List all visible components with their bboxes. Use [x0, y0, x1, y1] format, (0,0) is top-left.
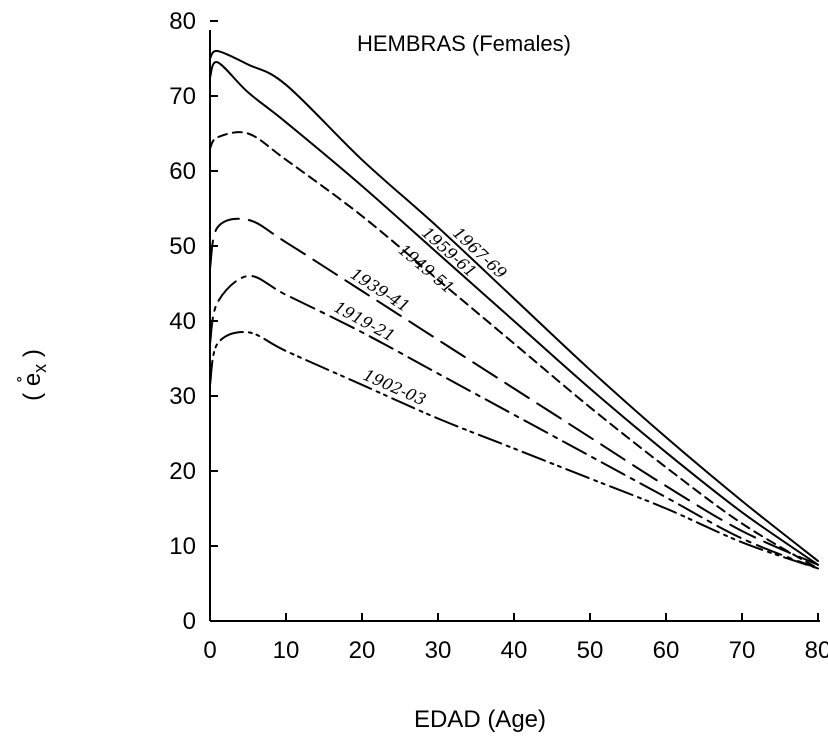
x-axis-title: EDAD (Age)	[414, 706, 546, 733]
x-tick-label: 20	[349, 637, 376, 664]
y-tick-label: 0	[183, 608, 196, 635]
y-tick-label: 50	[169, 233, 196, 260]
axis-ticks: 0 10 20 30 40 50 60 70 80 0 10 20 30 40 50 60 70 80	[169, 8, 828, 664]
series-line-1959-61	[209, 61, 819, 566]
series-line-1967-69	[209, 49, 819, 562]
x-tick-label: 60	[653, 637, 680, 664]
y-axis-title: ( e̊x )	[17, 349, 50, 401]
y-tick-label: 20	[169, 458, 196, 485]
y-tick-label: 10	[169, 533, 196, 560]
series-labels: 1967-691959-611949-511939-411919-211902-…	[331, 223, 511, 410]
y-tick-label: 60	[169, 158, 196, 185]
series-line-1919-21	[209, 274, 819, 570]
x-tick-label: 50	[577, 637, 604, 664]
y-tick-label: 80	[169, 8, 196, 35]
y-tick-label: 40	[169, 308, 196, 335]
y-tick-label: 30	[169, 383, 196, 410]
x-tick-label: 10	[273, 637, 300, 664]
series-line-1902-03	[209, 331, 819, 570]
x-tick-label: 80	[805, 637, 828, 664]
series-line-1949-51	[209, 131, 819, 570]
chart-title: HEMBRAS (Females)	[357, 31, 571, 56]
x-tick-label: 70	[729, 637, 756, 664]
x-tick-label: 40	[501, 637, 528, 664]
series-lines	[209, 49, 819, 570]
x-tick-label: 30	[425, 637, 452, 664]
series-line-1939-41	[209, 217, 819, 566]
x-tick-label: 0	[203, 637, 216, 664]
y-tick-label: 70	[169, 83, 196, 110]
series-label-1902-03: 1902-03	[360, 365, 428, 409]
